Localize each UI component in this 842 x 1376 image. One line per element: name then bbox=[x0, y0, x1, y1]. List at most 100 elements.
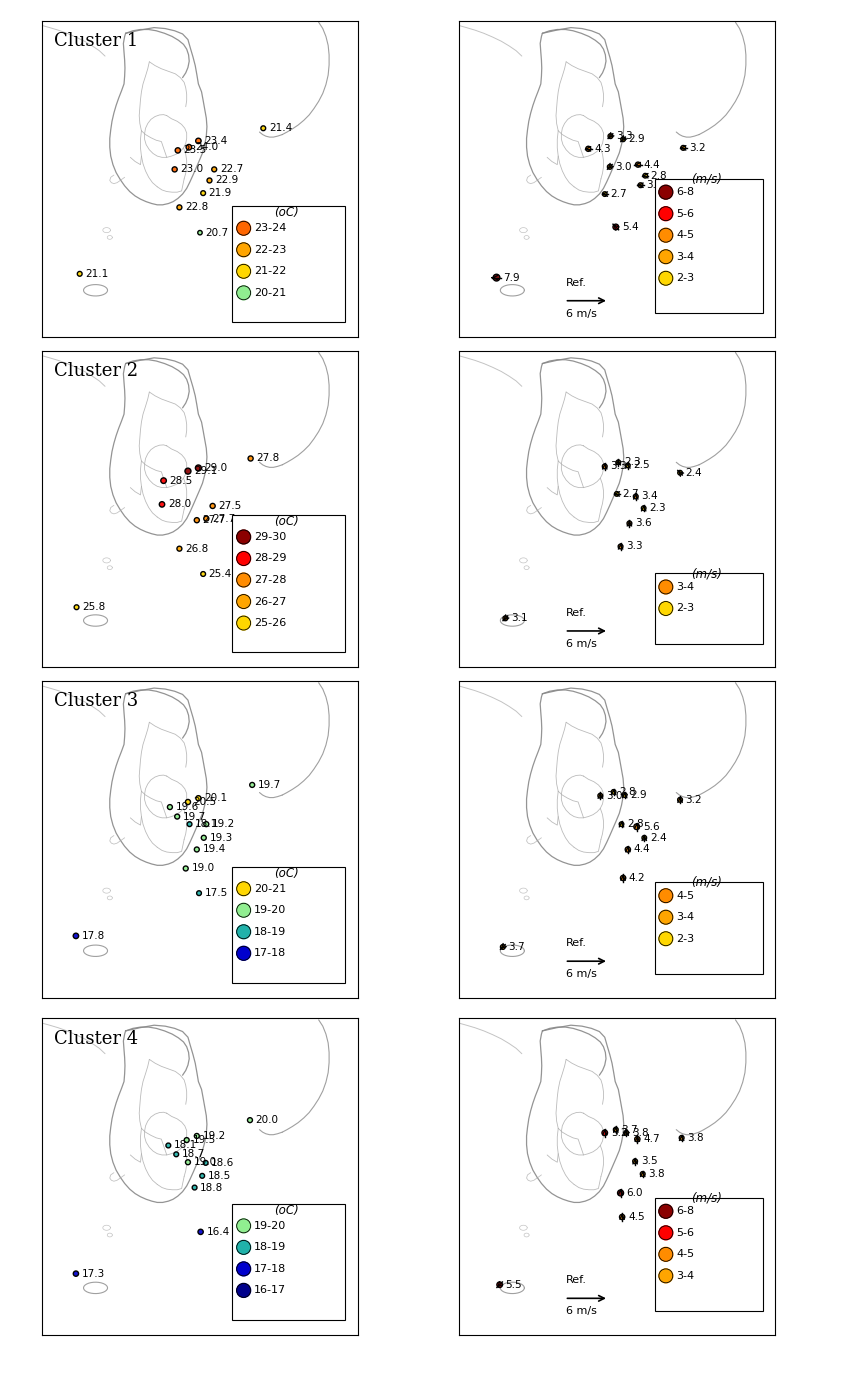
Circle shape bbox=[678, 471, 682, 475]
Text: 3.3: 3.3 bbox=[646, 180, 663, 190]
Text: 18-19: 18-19 bbox=[253, 1243, 286, 1252]
Text: 5.4: 5.4 bbox=[622, 222, 638, 233]
Text: 22.8: 22.8 bbox=[185, 202, 208, 212]
Circle shape bbox=[207, 178, 212, 183]
FancyBboxPatch shape bbox=[232, 1204, 344, 1320]
Text: Ref.: Ref. bbox=[566, 608, 587, 618]
Text: 6-8: 6-8 bbox=[676, 1207, 695, 1216]
Circle shape bbox=[195, 517, 200, 523]
Text: 23-24: 23-24 bbox=[253, 223, 286, 234]
Text: 3.7: 3.7 bbox=[509, 943, 525, 952]
FancyBboxPatch shape bbox=[655, 574, 763, 644]
Text: 29-30: 29-30 bbox=[253, 533, 286, 542]
Circle shape bbox=[237, 222, 251, 235]
Circle shape bbox=[237, 286, 251, 300]
Text: 2.4: 2.4 bbox=[685, 468, 702, 477]
Text: 18.6: 18.6 bbox=[211, 1157, 234, 1168]
Circle shape bbox=[201, 835, 206, 841]
Circle shape bbox=[185, 799, 190, 805]
Text: 23.5: 23.5 bbox=[184, 146, 207, 155]
Circle shape bbox=[632, 1159, 637, 1164]
Circle shape bbox=[200, 571, 205, 577]
Circle shape bbox=[74, 605, 79, 610]
Circle shape bbox=[658, 250, 673, 264]
Circle shape bbox=[503, 616, 508, 621]
Circle shape bbox=[200, 1174, 205, 1178]
Circle shape bbox=[211, 166, 216, 172]
Text: 25-26: 25-26 bbox=[253, 618, 286, 627]
Circle shape bbox=[237, 1284, 251, 1298]
Circle shape bbox=[627, 522, 632, 526]
Circle shape bbox=[586, 146, 591, 151]
Circle shape bbox=[195, 1134, 200, 1138]
FancyBboxPatch shape bbox=[232, 515, 344, 652]
Circle shape bbox=[175, 147, 180, 153]
Circle shape bbox=[187, 821, 192, 827]
Circle shape bbox=[658, 1248, 673, 1262]
Text: 19.4: 19.4 bbox=[202, 845, 226, 854]
Circle shape bbox=[237, 242, 251, 257]
Circle shape bbox=[177, 546, 182, 552]
Circle shape bbox=[633, 494, 638, 499]
Text: 3.1: 3.1 bbox=[511, 614, 528, 623]
Circle shape bbox=[159, 502, 165, 508]
Circle shape bbox=[197, 890, 201, 896]
Text: 27-28: 27-28 bbox=[253, 575, 286, 585]
Text: 20-21: 20-21 bbox=[253, 883, 286, 894]
Text: (oC): (oC) bbox=[274, 515, 299, 528]
Circle shape bbox=[174, 815, 179, 819]
Circle shape bbox=[658, 206, 673, 220]
Circle shape bbox=[192, 1185, 197, 1190]
Text: 3-4: 3-4 bbox=[676, 582, 695, 592]
Text: 6 m/s: 6 m/s bbox=[566, 969, 597, 980]
Circle shape bbox=[613, 224, 619, 230]
Circle shape bbox=[500, 944, 505, 949]
Text: 3-4: 3-4 bbox=[676, 252, 695, 261]
Text: 23.4: 23.4 bbox=[205, 136, 227, 146]
Text: 2.3: 2.3 bbox=[624, 457, 641, 468]
Circle shape bbox=[598, 794, 603, 798]
Text: 4-5: 4-5 bbox=[676, 1249, 695, 1259]
Text: 7.9: 7.9 bbox=[503, 272, 520, 282]
Circle shape bbox=[186, 144, 192, 150]
Text: (m/s): (m/s) bbox=[691, 567, 722, 581]
Text: 22-23: 22-23 bbox=[253, 245, 286, 255]
FancyBboxPatch shape bbox=[655, 882, 763, 974]
Circle shape bbox=[626, 846, 631, 852]
Text: 5.6: 5.6 bbox=[642, 821, 659, 831]
Text: 28.0: 28.0 bbox=[168, 499, 191, 509]
Text: 19.6: 19.6 bbox=[175, 802, 199, 812]
Text: 26-27: 26-27 bbox=[253, 597, 286, 607]
Circle shape bbox=[237, 903, 251, 918]
Text: 3.3: 3.3 bbox=[616, 131, 632, 142]
Text: 22.9: 22.9 bbox=[215, 176, 238, 186]
Text: 2.8: 2.8 bbox=[619, 787, 636, 797]
Circle shape bbox=[177, 205, 182, 209]
Circle shape bbox=[204, 821, 209, 827]
Circle shape bbox=[237, 264, 251, 278]
Text: 18-19: 18-19 bbox=[253, 927, 286, 937]
Circle shape bbox=[200, 191, 205, 195]
Circle shape bbox=[643, 173, 647, 178]
Circle shape bbox=[611, 790, 616, 794]
Circle shape bbox=[602, 464, 607, 469]
Text: 25.8: 25.8 bbox=[83, 603, 105, 612]
Circle shape bbox=[658, 271, 673, 285]
Text: 3.2: 3.2 bbox=[689, 143, 706, 153]
Circle shape bbox=[602, 1130, 608, 1135]
Circle shape bbox=[493, 274, 500, 281]
Text: 22.7: 22.7 bbox=[220, 164, 243, 175]
Circle shape bbox=[635, 1137, 640, 1142]
Text: 27.7: 27.7 bbox=[212, 513, 235, 524]
Text: 25.4: 25.4 bbox=[209, 570, 232, 579]
Circle shape bbox=[634, 824, 640, 830]
Text: 19.0: 19.0 bbox=[191, 864, 215, 874]
Text: 19.3: 19.3 bbox=[210, 832, 232, 842]
Text: 2.3: 2.3 bbox=[649, 504, 666, 513]
Circle shape bbox=[621, 138, 626, 142]
Text: 27.5: 27.5 bbox=[218, 501, 242, 510]
Text: 21.9: 21.9 bbox=[209, 189, 232, 198]
Circle shape bbox=[636, 162, 641, 168]
Text: 5.2: 5.2 bbox=[610, 1128, 627, 1138]
Text: 4-5: 4-5 bbox=[676, 230, 695, 241]
